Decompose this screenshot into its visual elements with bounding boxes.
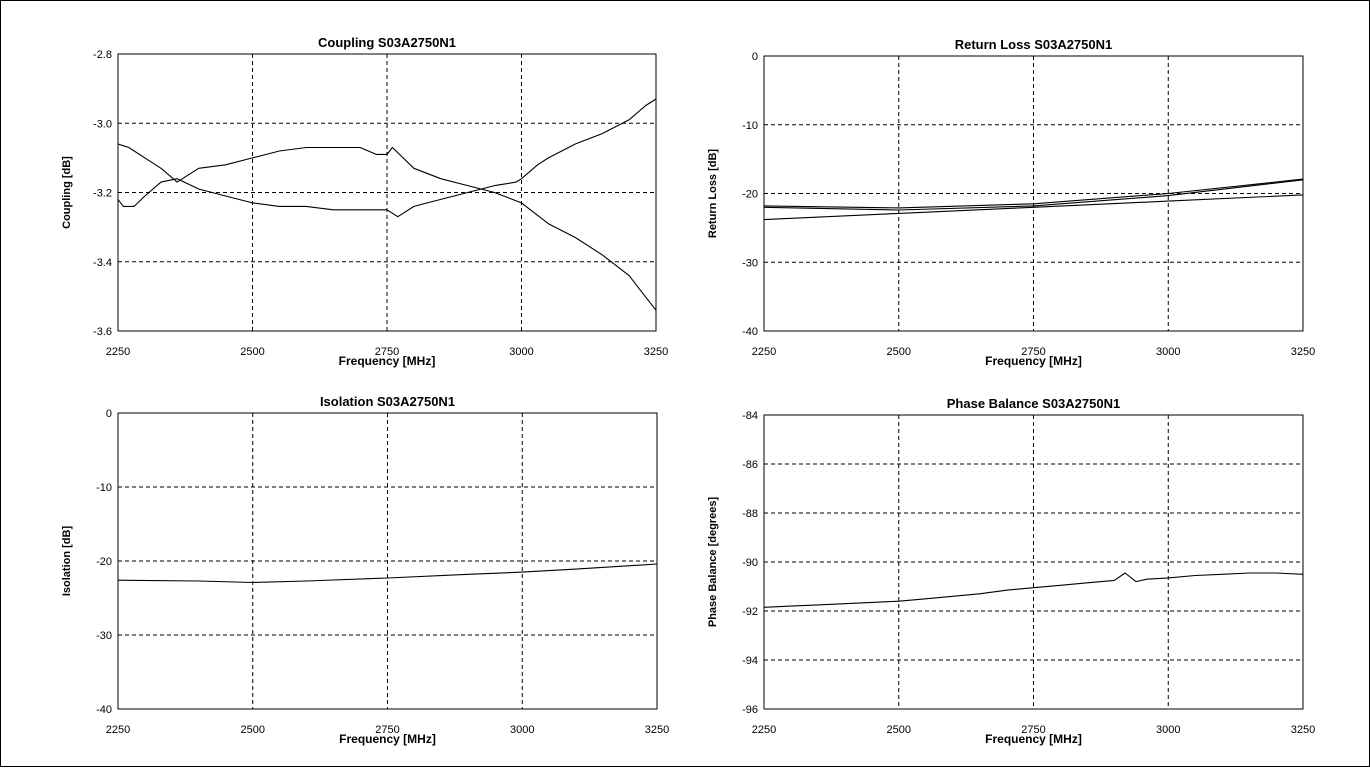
isolation-chart: 2250 2500 2750 3000 3250 0 -10 -20 -30 -40 Isolati… xyxy=(61,394,669,746)
isolation-x-axis-label: Frequency [MHz] xyxy=(339,732,436,746)
coupling-series-1-line xyxy=(117,143,657,311)
return-loss-x-tick-label: 2250 xyxy=(752,346,776,358)
phase-balance-y-tick-label: -94 xyxy=(742,655,758,667)
isolation-y-tick-label: -10 xyxy=(96,482,112,494)
phase-balance-x-tick-label: 2750 xyxy=(1021,724,1045,736)
return-loss-plot-area xyxy=(763,55,1304,332)
return-loss-x-tick-label: 3000 xyxy=(1156,346,1180,358)
coupling-y-tick-label: -3.6 xyxy=(93,326,112,338)
return-loss-x-tick-label: 2750 xyxy=(1021,346,1045,358)
isolation-plot-area xyxy=(117,412,658,710)
coupling-series-2-line xyxy=(117,98,657,218)
isolation-y-axis-label: Isolation [dB] xyxy=(61,526,73,597)
coupling-y-axis-label: Coupling [dB] xyxy=(61,156,73,229)
coupling-x-tick-label: 2500 xyxy=(240,346,264,358)
isolation-x-tick-label: 2250 xyxy=(106,724,130,736)
coupling-x-tick-label: 2250 xyxy=(106,346,130,358)
coupling-x-axis-label: Frequency [MHz] xyxy=(339,354,436,368)
return-loss-chart-title: Return Loss S03A2750N1 xyxy=(955,37,1113,52)
isolation-y-tick-label: -20 xyxy=(96,556,112,568)
coupling-x-tick-label: 3000 xyxy=(509,346,533,358)
phase-balance-x-tick-label: 2250 xyxy=(752,724,776,736)
return-loss-x-tick-label: 2500 xyxy=(887,346,911,358)
phase-balance-series-1-line xyxy=(763,572,1304,608)
phase-balance-x-tick-label: 2500 xyxy=(887,724,911,736)
coupling-y-tick-label: -2.8 xyxy=(93,49,112,61)
coupling-y-tick-label: -3.2 xyxy=(93,188,112,200)
phase-balance-y-tick-label: -86 xyxy=(742,459,758,471)
phase-balance-y-axis-label: Phase Balance [degrees] xyxy=(707,497,719,628)
coupling-chart-title: Coupling S03A2750N1 xyxy=(318,35,456,50)
isolation-y-tick-label: -30 xyxy=(96,630,112,642)
coupling-x-tick-label: 2750 xyxy=(375,346,399,358)
phase-balance-y-tick-label: -90 xyxy=(742,557,758,569)
isolation-x-tick-label: 3000 xyxy=(510,724,534,736)
isolation-chart-title: Isolation S03A2750N1 xyxy=(320,394,455,409)
phase-balance-plot-area xyxy=(763,414,1304,710)
phase-balance-x-axis-label: Frequency [MHz] xyxy=(985,732,1082,746)
return-loss-series-2-line xyxy=(763,179,1304,211)
coupling-x-tick-label: 3250 xyxy=(644,346,668,358)
isolation-x-tick-label: 2500 xyxy=(241,724,265,736)
phase-balance-x-tick-label: 3250 xyxy=(1291,724,1315,736)
return-loss-y-tick-label: -30 xyxy=(742,257,758,269)
phase-balance-chart: 2250 2500 2750 3000 3250 -84 -86 -88 -90 -92 -94 -9… xyxy=(707,396,1315,746)
return-loss-y-tick-label: -40 xyxy=(742,326,758,338)
return-loss-y-axis-label: Return Loss [dB] xyxy=(707,149,719,239)
return-loss-y-tick-label: 0 xyxy=(752,51,758,63)
coupling-chart: 2250 2500 2750 3000 3250 -2.8 -3.0 -3.2 -3.4 -3.6… xyxy=(61,35,668,368)
phase-balance-x-tick-label: 3000 xyxy=(1156,724,1180,736)
phase-balance-y-tick-label: -92 xyxy=(742,606,758,618)
isolation-series-1-line xyxy=(117,563,658,584)
phase-balance-y-tick-label: -84 xyxy=(742,410,758,422)
return-loss-x-axis-label: Frequency [MHz] xyxy=(985,354,1082,368)
return-loss-chart: 2250 2500 2750 3000 3250 0 -10 -20 -30 -40 Return … xyxy=(707,37,1315,368)
isolation-y-tick-label: -40 xyxy=(96,704,112,716)
isolation-x-tick-label: 2750 xyxy=(375,724,399,736)
isolation-x-tick-label: 3250 xyxy=(645,724,669,736)
coupling-plot-area xyxy=(117,53,657,332)
coupling-y-tick-label: -3.4 xyxy=(93,257,112,269)
coupling-y-tick-label: -3.0 xyxy=(93,118,112,130)
return-loss-x-tick-label: 3250 xyxy=(1291,346,1315,358)
isolation-y-tick-label: 0 xyxy=(106,408,112,420)
return-loss-y-tick-label: -10 xyxy=(742,120,758,132)
phase-balance-y-tick-label: -96 xyxy=(742,704,758,716)
phase-balance-chart-title: Phase Balance S03A2750N1 xyxy=(947,396,1120,411)
return-loss-y-tick-label: -20 xyxy=(742,189,758,201)
phase-balance-y-tick-label: -88 xyxy=(742,508,758,520)
return-loss-series-3-line xyxy=(763,194,1304,221)
return-loss-series-1-line xyxy=(763,178,1304,209)
